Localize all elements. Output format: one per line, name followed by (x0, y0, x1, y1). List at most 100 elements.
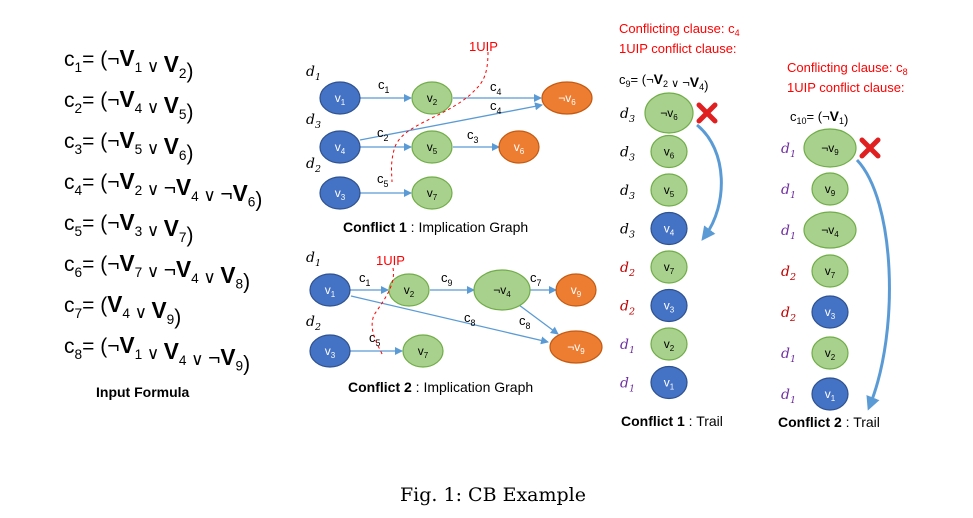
clause-c5: c5= (¬V3 ∨ V7) (64, 209, 194, 247)
edge-label-g2e1: c1 (359, 270, 371, 288)
node-g2nv9: ¬v9 (549, 330, 603, 364)
edge-label-g2e6: c5 (369, 330, 381, 348)
edge-label-g1e3: c4 (490, 98, 502, 116)
trail1-level-5: d2 (620, 299, 635, 318)
svg-text:v5: v5 (427, 140, 438, 156)
trail1-level-4: d2 (620, 260, 635, 279)
trail1-item-1: v6 (650, 134, 688, 169)
node-g2v3: v3 (309, 334, 351, 368)
node-g2v7: v7 (402, 334, 444, 368)
svg-text:v3: v3 (325, 344, 336, 360)
clause-c3: c3= (¬V5 ∨ V6) (64, 127, 194, 165)
trail2-level-0: d1 (781, 141, 796, 160)
edge-label-g2e3: c7 (530, 270, 542, 288)
svg-text:v3: v3 (335, 186, 346, 202)
trail2-level-2: d1 (781, 223, 796, 242)
svg-text:¬v9: ¬v9 (821, 141, 839, 157)
trail2-item-6: v1 (811, 377, 849, 411)
edge2-nv4-nv9 (518, 304, 559, 335)
edge-label-g1e2: c4 (490, 79, 502, 97)
level-g1d3: d3 (306, 112, 321, 131)
graph2-caption: Conflict 2 : Implication Graph (348, 379, 533, 395)
level-g2d1: d1 (306, 250, 321, 269)
trail2-item-5: v2 (811, 336, 849, 370)
trail2-level-1: d1 (781, 182, 796, 201)
svg-text:v7: v7 (664, 260, 675, 276)
svg-text:v1: v1 (335, 91, 346, 107)
node-g2v9: v9 (555, 273, 597, 307)
svg-text:v3: v3 (825, 305, 836, 321)
node-g2v1: v1 (309, 273, 351, 307)
svg-text:v7: v7 (427, 186, 438, 202)
trail1-learned-clause: c9= (¬V2 ∨ ¬V4) (619, 71, 708, 93)
trail2-cross-icon (859, 137, 881, 159)
svg-text:¬v6: ¬v6 (558, 91, 576, 107)
edge-label-g1e5: c3 (467, 127, 479, 145)
clause-c6: c6= (¬V7 ∨ ¬V4 ∨ V8) (64, 250, 250, 294)
edge-label-g2e4: c8 (464, 310, 476, 328)
trail1-level-1: d3 (620, 145, 635, 164)
svg-text:¬v6: ¬v6 (660, 106, 678, 122)
clause-c4: c4= (¬V2 ∨ ¬V4 ∨ ¬V6) (64, 168, 262, 212)
node-g2v2: v2 (388, 273, 430, 307)
edge-label-g1e6: c5 (377, 171, 389, 189)
trail1-level-3: d3 (620, 222, 635, 241)
svg-text:v9: v9 (571, 283, 582, 299)
level-g2d2: d2 (306, 314, 321, 333)
clause-c7: c7= (V4 ∨ V9) (64, 291, 181, 329)
svg-text:v4: v4 (664, 222, 675, 238)
svg-text:v7: v7 (418, 344, 429, 360)
svg-text:v4: v4 (335, 140, 346, 156)
svg-text:v2: v2 (404, 283, 415, 299)
trail1-uip-heading: 1UIP conflict clause: (619, 41, 737, 56)
clause-c8: c8= (¬V1 ∨ V4 ∨ ¬V9) (64, 332, 250, 376)
trail2-level-4: d2 (781, 305, 796, 324)
trail1-caption: Conflict 1 : Trail (621, 413, 723, 429)
svg-text:v6: v6 (664, 145, 675, 161)
node-g1v3: v3 (319, 176, 361, 210)
trail1-level-0: d3 (620, 106, 635, 125)
trail2-item-4: v3 (811, 295, 849, 329)
node-g2nv4: ¬v4 (473, 269, 531, 311)
svg-text:v3: v3 (664, 299, 675, 315)
svg-text:v2: v2 (664, 337, 675, 353)
trail2-level-3: d2 (781, 264, 796, 283)
svg-text:v5: v5 (664, 183, 675, 199)
trail2-level-5: d1 (781, 346, 796, 365)
uip-label-1: 1UIP (469, 39, 498, 54)
trail1-level-7: d1 (620, 376, 635, 395)
edge-label-g1e1: c1 (378, 77, 390, 95)
svg-text:v2: v2 (427, 91, 438, 107)
clause-c2: c2= (¬V4 ∨ V5) (64, 86, 194, 124)
uip-label-2: 1UIP (376, 253, 405, 268)
uip-cut-line-1 (391, 51, 489, 183)
node-g1v1: v1 (319, 81, 361, 115)
trail1-item-3: v4 (650, 211, 688, 246)
trail2-item-1: v9 (811, 172, 849, 206)
edge-label-g1e4: c2 (377, 125, 389, 143)
level-g1d1: d1 (306, 64, 321, 83)
node-g1v5: v5 (411, 130, 453, 164)
node-g1v2: v2 (411, 81, 453, 115)
trail1-conflicting-clause: Conflicting clause: c4 (619, 21, 740, 38)
trail1-item-4: v7 (650, 250, 688, 284)
trail2-level-6: d1 (781, 387, 796, 406)
svg-text:¬v4: ¬v4 (493, 283, 511, 299)
trail2-learned-clause: c10= (¬V1) (790, 108, 848, 127)
uip-cut-line-2 (371, 267, 394, 357)
trail2-uip-heading: 1UIP conflict clause: (787, 80, 905, 95)
clause-c1: c1= (¬V1 ∨ V2) (64, 45, 194, 83)
edge-label-g2e2: c9 (441, 270, 453, 288)
svg-text:v1: v1 (664, 376, 675, 392)
level-g1d2: d2 (306, 156, 321, 175)
trail1-item-6: v2 (650, 327, 688, 361)
node-g1v4: v4 (319, 130, 361, 164)
trail1-item-7: v1 (650, 365, 688, 400)
trail1-item-5: v3 (650, 288, 688, 323)
graph1-caption: Conflict 1 : Implication Graph (343, 219, 528, 235)
node-g1v6: v6 (498, 130, 540, 164)
figure-caption: Fig. 1: CB Example (400, 484, 586, 506)
svg-text:v6: v6 (514, 140, 525, 156)
trail1-backjump-arrow (696, 123, 723, 241)
svg-text:v2: v2 (825, 346, 836, 362)
